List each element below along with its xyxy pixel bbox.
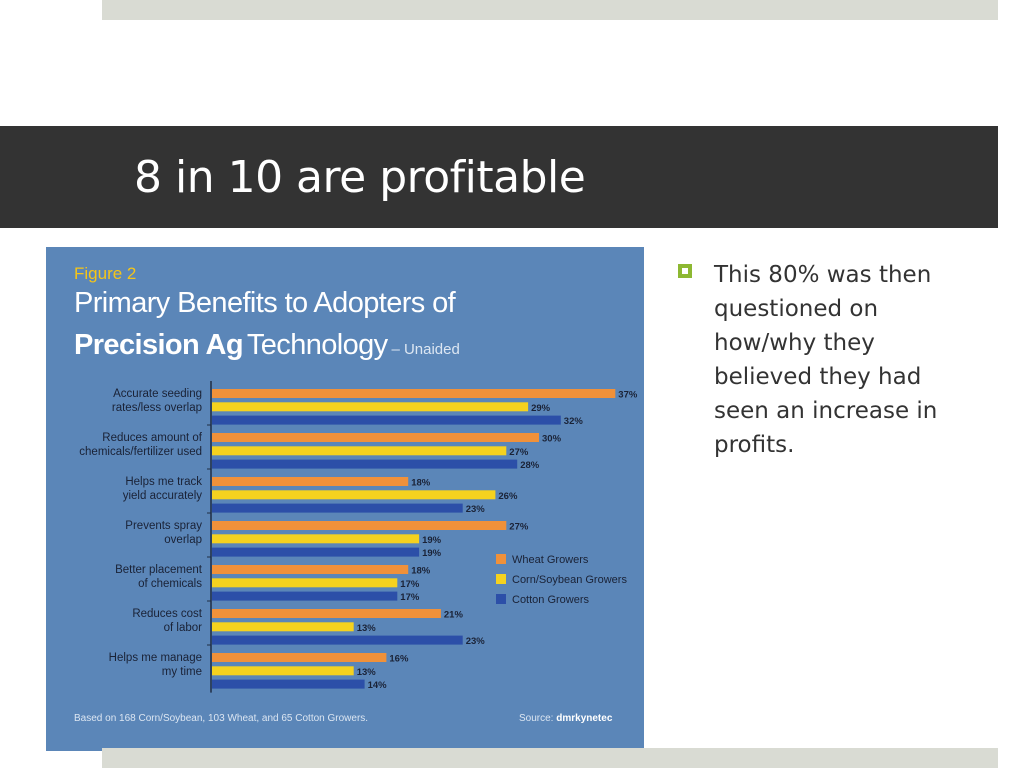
bar-corn-soybean-growers <box>212 534 420 544</box>
chart-footnote: Based on 168 Corn/Soybean, 103 Wheat, an… <box>74 713 369 724</box>
bar-cotton-growers <box>212 547 420 557</box>
top-decor-band <box>102 0 998 20</box>
bar-cotton-growers <box>212 459 518 469</box>
category-label: of chemicals <box>138 578 202 590</box>
chart-title-line2: Precision Ag Technology – Unaided <box>74 329 460 362</box>
bar-wheat-growers <box>212 477 409 486</box>
bar-value-label: 32% <box>564 416 584 427</box>
chart-title-line1: Primary Benefits to Adopters of <box>74 287 456 319</box>
chart-title-bold: Precision Ag <box>74 329 244 361</box>
bullet-text: This 80% was then questioned on how/why … <box>714 262 938 458</box>
bar-corn-soybean-growers <box>212 666 354 676</box>
bar-cotton-growers <box>212 415 561 425</box>
bar-value-label: 28% <box>520 460 540 471</box>
bar-cotton-growers <box>212 635 463 645</box>
bar-value-label: 27% <box>509 447 529 458</box>
category-label: Helps me track <box>125 476 202 488</box>
chart-title-regular: Technology <box>246 329 388 361</box>
bar-corn-soybean-growers <box>212 622 354 632</box>
slide-title: 8 in 10 are profitable <box>134 152 586 203</box>
bar-value-label: 17% <box>400 592 420 603</box>
bar-value-label: 16% <box>389 654 409 665</box>
bar-value-label: 23% <box>466 504 486 515</box>
bar-wheat-growers <box>212 609 441 618</box>
bullet-list: This 80% was then questioned on how/why … <box>678 258 978 462</box>
bar-value-label: 14% <box>368 680 388 691</box>
bar-value-label: 27% <box>509 522 529 533</box>
legend-label: Corn/Soybean Growers <box>512 574 627 586</box>
square-bullet-icon <box>678 264 692 278</box>
category-label: rates/less overlap <box>112 402 202 414</box>
bar-value-label: 18% <box>411 478 431 489</box>
bar-value-label: 19% <box>422 535 442 546</box>
bar-value-label: 23% <box>466 636 486 647</box>
chart-title-suffix: – Unaided <box>391 341 460 358</box>
bar-corn-soybean-growers <box>212 446 507 456</box>
legend-label: Wheat Growers <box>512 554 589 566</box>
bar-wheat-growers <box>212 521 507 530</box>
category-label: Reduces cost <box>132 608 202 620</box>
legend-swatch <box>496 594 506 604</box>
category-label: Helps me manage <box>109 652 202 664</box>
source-prefix: Source: <box>519 713 557 724</box>
category-label: yield accurately <box>123 490 203 502</box>
bar-value-label: 37% <box>618 390 638 401</box>
bar-cotton-growers <box>212 503 463 513</box>
bar-wheat-growers <box>212 565 409 574</box>
bar-corn-soybean-growers <box>212 578 398 588</box>
category-label: my time <box>162 666 202 678</box>
figure-label: Figure 2 <box>74 264 137 283</box>
legend-label: Cotton Growers <box>512 594 590 606</box>
bar-corn-soybean-growers <box>212 402 529 412</box>
bar-value-label: 13% <box>357 623 377 634</box>
bar-value-label: 30% <box>542 434 562 445</box>
bar-value-label: 21% <box>444 610 464 621</box>
category-label: Reduces amount of <box>102 432 203 444</box>
bar-value-label: 26% <box>498 491 518 502</box>
bar-value-label: 19% <box>422 548 442 559</box>
legend-swatch <box>496 554 506 564</box>
bar-corn-soybean-growers <box>212 490 496 500</box>
category-label: Accurate seeding <box>113 388 202 400</box>
bottom-decor-band <box>102 748 998 768</box>
bar-cotton-growers <box>212 591 398 601</box>
chart-figure: Figure 2 Primary Benefits to Adopters of… <box>46 247 644 751</box>
bar-value-label: 13% <box>357 667 377 678</box>
category-label: overlap <box>164 534 202 546</box>
bar-wheat-growers <box>212 389 616 398</box>
bar-wheat-growers <box>212 433 539 442</box>
category-label: Better placement <box>115 564 203 576</box>
category-label: of labor <box>164 622 203 634</box>
source-brand: dmrkynetec <box>556 713 613 724</box>
bar-value-label: 29% <box>531 403 551 414</box>
bar-value-label: 18% <box>411 566 431 577</box>
bar-chart: Accurate seeding rates/less overlap 37% 29%… <box>79 381 638 693</box>
bar-cotton-growers <box>212 679 365 689</box>
bar-value-label: 17% <box>400 579 420 590</box>
category-label: chemicals/fertilizer used <box>79 446 202 458</box>
chart-source: Source: dmrkynetec <box>519 713 612 724</box>
category-label: Prevents spray <box>125 520 202 532</box>
bar-wheat-growers <box>212 653 387 662</box>
title-bar <box>0 126 998 228</box>
legend-swatch <box>496 574 506 584</box>
